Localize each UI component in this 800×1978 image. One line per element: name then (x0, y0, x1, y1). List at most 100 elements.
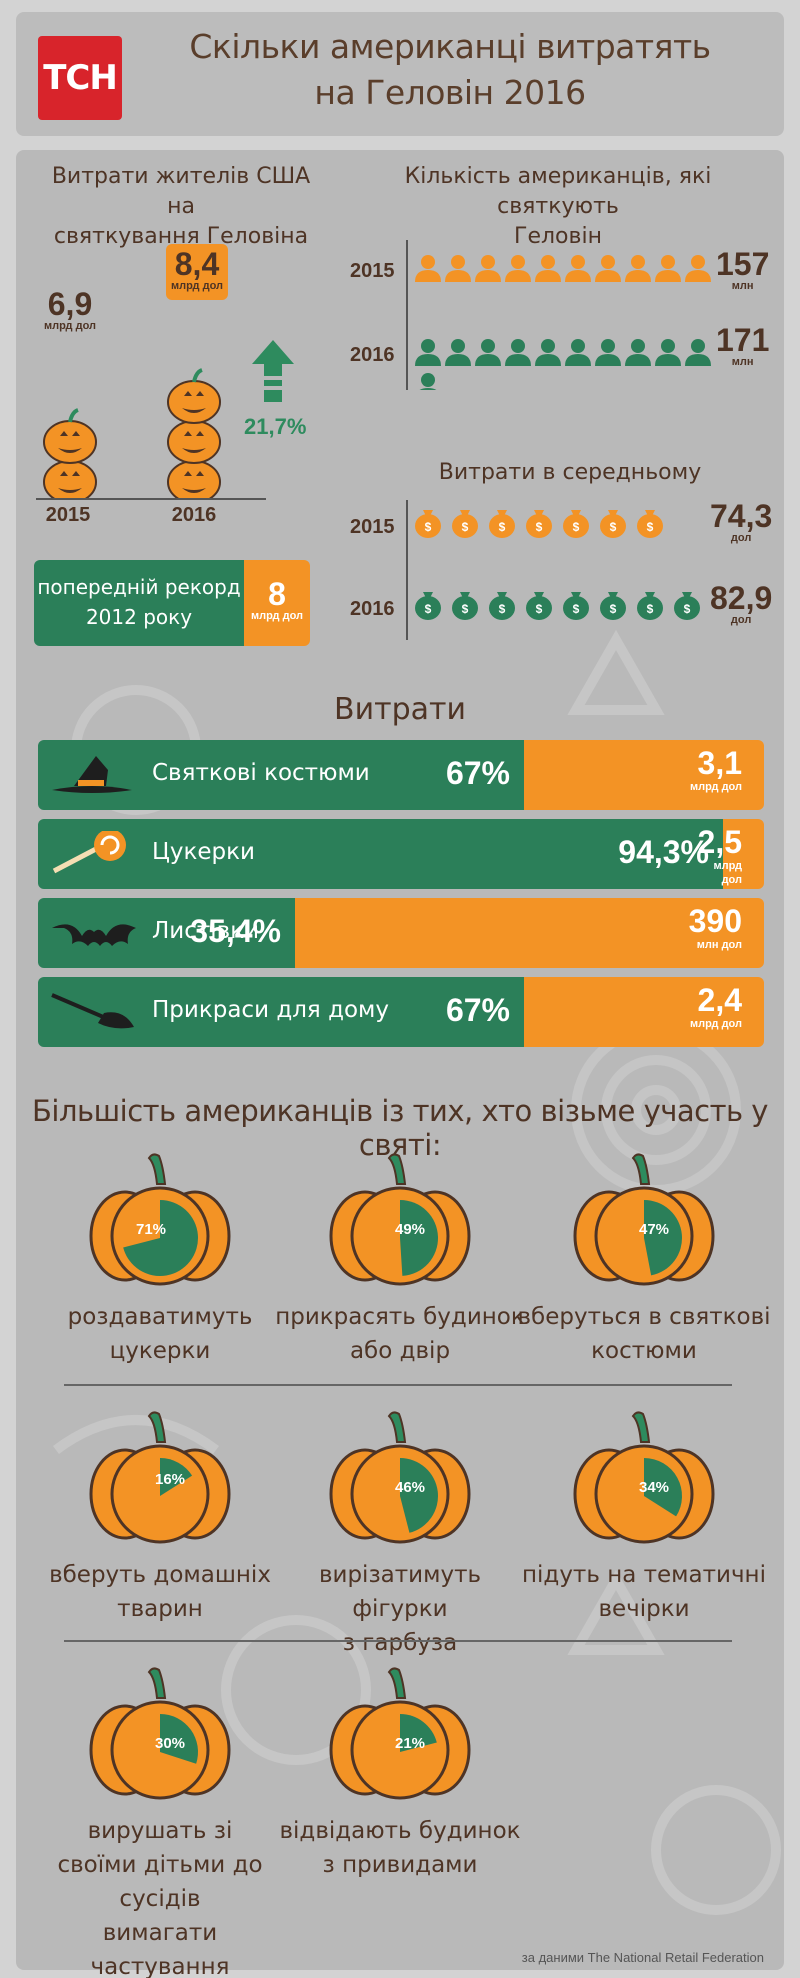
pumpkin-caption: вирізатимуть фігурки з гарбуза (270, 1558, 530, 1660)
people-2015 (415, 255, 711, 282)
celebrants-2016-value: 171 млн (716, 322, 770, 368)
person-mark (655, 255, 681, 282)
money-bag-mark: $ (452, 592, 478, 620)
expenses-heading: Витрати (334, 692, 466, 727)
expense-label: Святкові костюми (152, 760, 370, 786)
pumpkin-pie-chart: 47% (573, 1153, 715, 1286)
growth-percent: 21,7% (244, 414, 307, 439)
expense-unit: млрд дол (713, 860, 742, 886)
pie-percent-label: 49% (395, 1221, 425, 1238)
expense-bar-row: Цукерки 94,3% 2,5 млрд дол (38, 819, 764, 889)
row-divider-2 (64, 1640, 732, 1642)
pie-slice (160, 1458, 193, 1496)
pumpkin-caption: підуть на тематичні вечірки (514, 1558, 774, 1626)
expense-bar-share: Прикраси для дому 67% (38, 977, 524, 1047)
expense-percent: 67% (445, 755, 510, 791)
expense-bar-share: Святкові костюми 67% (38, 740, 524, 810)
pumpkin-pie-chart: 16% (89, 1411, 231, 1544)
pie-percent-label: 21% (395, 1735, 425, 1752)
caption-line: з гарбуза (342, 1630, 458, 1656)
money-bag-mark: $ (637, 510, 663, 538)
expense-amount-cell: 2,5 млрд дол (698, 819, 764, 889)
average-axis (406, 500, 408, 640)
record-unit: млрд дол (250, 610, 304, 622)
person-mark (595, 255, 621, 282)
average-year-2016: 2016 (350, 598, 395, 620)
growth-arrow-icon (252, 340, 294, 402)
spending-heading: Витрати жителів США на святкування Гелов… (51, 164, 311, 249)
bar-2016 (167, 368, 221, 500)
row-divider-1 (64, 1384, 732, 1386)
axis-line (36, 498, 266, 500)
broom-icon (51, 993, 134, 1029)
pumpkin-stem (147, 1153, 167, 1185)
caption-line: підуть на тематичні (521, 1562, 766, 1588)
svg-text:$: $ (462, 602, 469, 616)
expense-bar-row: Святкові костюми 67% 3,1 млрд дол (38, 740, 764, 810)
svg-text:$: $ (647, 602, 654, 616)
pumpkin-mark (167, 380, 221, 424)
spending-2016-badge: 8,4 млрд дол (166, 244, 228, 300)
spending-year-2015: 2015 (45, 504, 91, 526)
expense-amount: 3,1 млрд дол (689, 745, 742, 793)
money-bag-mark: $ (415, 510, 441, 538)
pumpkin-pie-chart: 49% (329, 1153, 471, 1286)
person-mark (685, 339, 711, 366)
average-2016-value: 82,9 дол (710, 580, 773, 626)
expense-unit: млрд дол (689, 1018, 742, 1030)
person-mark (445, 339, 471, 366)
bar-2015 (43, 408, 97, 500)
person-mark (475, 255, 501, 282)
expense-amount: 2,4 млрд дол (689, 982, 742, 1030)
pie-slice (400, 1458, 438, 1533)
money-bag-mark: $ (600, 510, 626, 538)
person-mark (535, 255, 561, 282)
pie-percent-label: 30% (155, 1735, 185, 1752)
pumpkin-stem (192, 368, 203, 383)
celebrants-2015-value: 157 млн (716, 246, 770, 292)
person-mark (419, 373, 437, 390)
person-mark (415, 339, 441, 366)
celebrants-year-2015: 2015 (350, 260, 395, 282)
pumpkin-stack-chart (43, 368, 221, 500)
record-label-line2: 2012 року (85, 605, 193, 629)
celebrants-year-2016: 2016 (350, 344, 395, 366)
pie-percent-label: 71% (136, 1221, 166, 1238)
expense-amount: 2,5 млрд дол (697, 824, 742, 886)
pie-percent-label: 16% (155, 1471, 185, 1488)
previous-record-box: попередній рекорд 2012 року 8 млрд дол (34, 560, 310, 646)
svg-text:$: $ (684, 602, 691, 616)
pumpkin-mark (167, 460, 221, 500)
caption-line: вечірки (598, 1596, 690, 1622)
expense-percent: 67% (445, 992, 510, 1028)
svg-text:$: $ (573, 602, 580, 616)
caption-line: вирізатимуть фігурки (318, 1562, 482, 1622)
caption-line: вберуться в святкові (517, 1304, 771, 1330)
money-bag-mark: $ (489, 510, 515, 538)
record-label-line1: попередній рекорд (37, 575, 241, 599)
bat-icon (52, 924, 136, 946)
pumpkin-stem (147, 1667, 167, 1699)
money-bag-mark: $ (637, 592, 663, 620)
person-mark (415, 255, 441, 282)
pie-slice (400, 1200, 438, 1276)
caption-line: або двір (349, 1338, 451, 1364)
expense-bar-share: Цукерки 94,3% (38, 819, 723, 889)
record-value: 8 (268, 576, 286, 612)
person-mark (625, 255, 651, 282)
average-heading: Витрати в середньому (438, 460, 702, 485)
pumpkin-pie-chart: 71% (89, 1153, 231, 1286)
pie-slice (644, 1200, 682, 1276)
pumpkin-stem (387, 1153, 407, 1185)
svg-text:$: $ (647, 520, 654, 534)
svg-text:$: $ (610, 520, 617, 534)
expense-amount-cell: 390 млн дол (295, 898, 764, 968)
caption-line: своїми дітьми до сусідів (57, 1852, 263, 1912)
expense-unit: млн дол (696, 939, 742, 951)
witch-hat-icon (52, 756, 132, 793)
expense-label: Цукерки (152, 839, 255, 865)
expense-amount-cell: 3,1 млрд дол (524, 740, 764, 810)
person-mark (475, 339, 501, 366)
pumpkin-caption: відвідають будинок з привидами (270, 1814, 530, 1882)
money-bag-mark: $ (563, 592, 589, 620)
